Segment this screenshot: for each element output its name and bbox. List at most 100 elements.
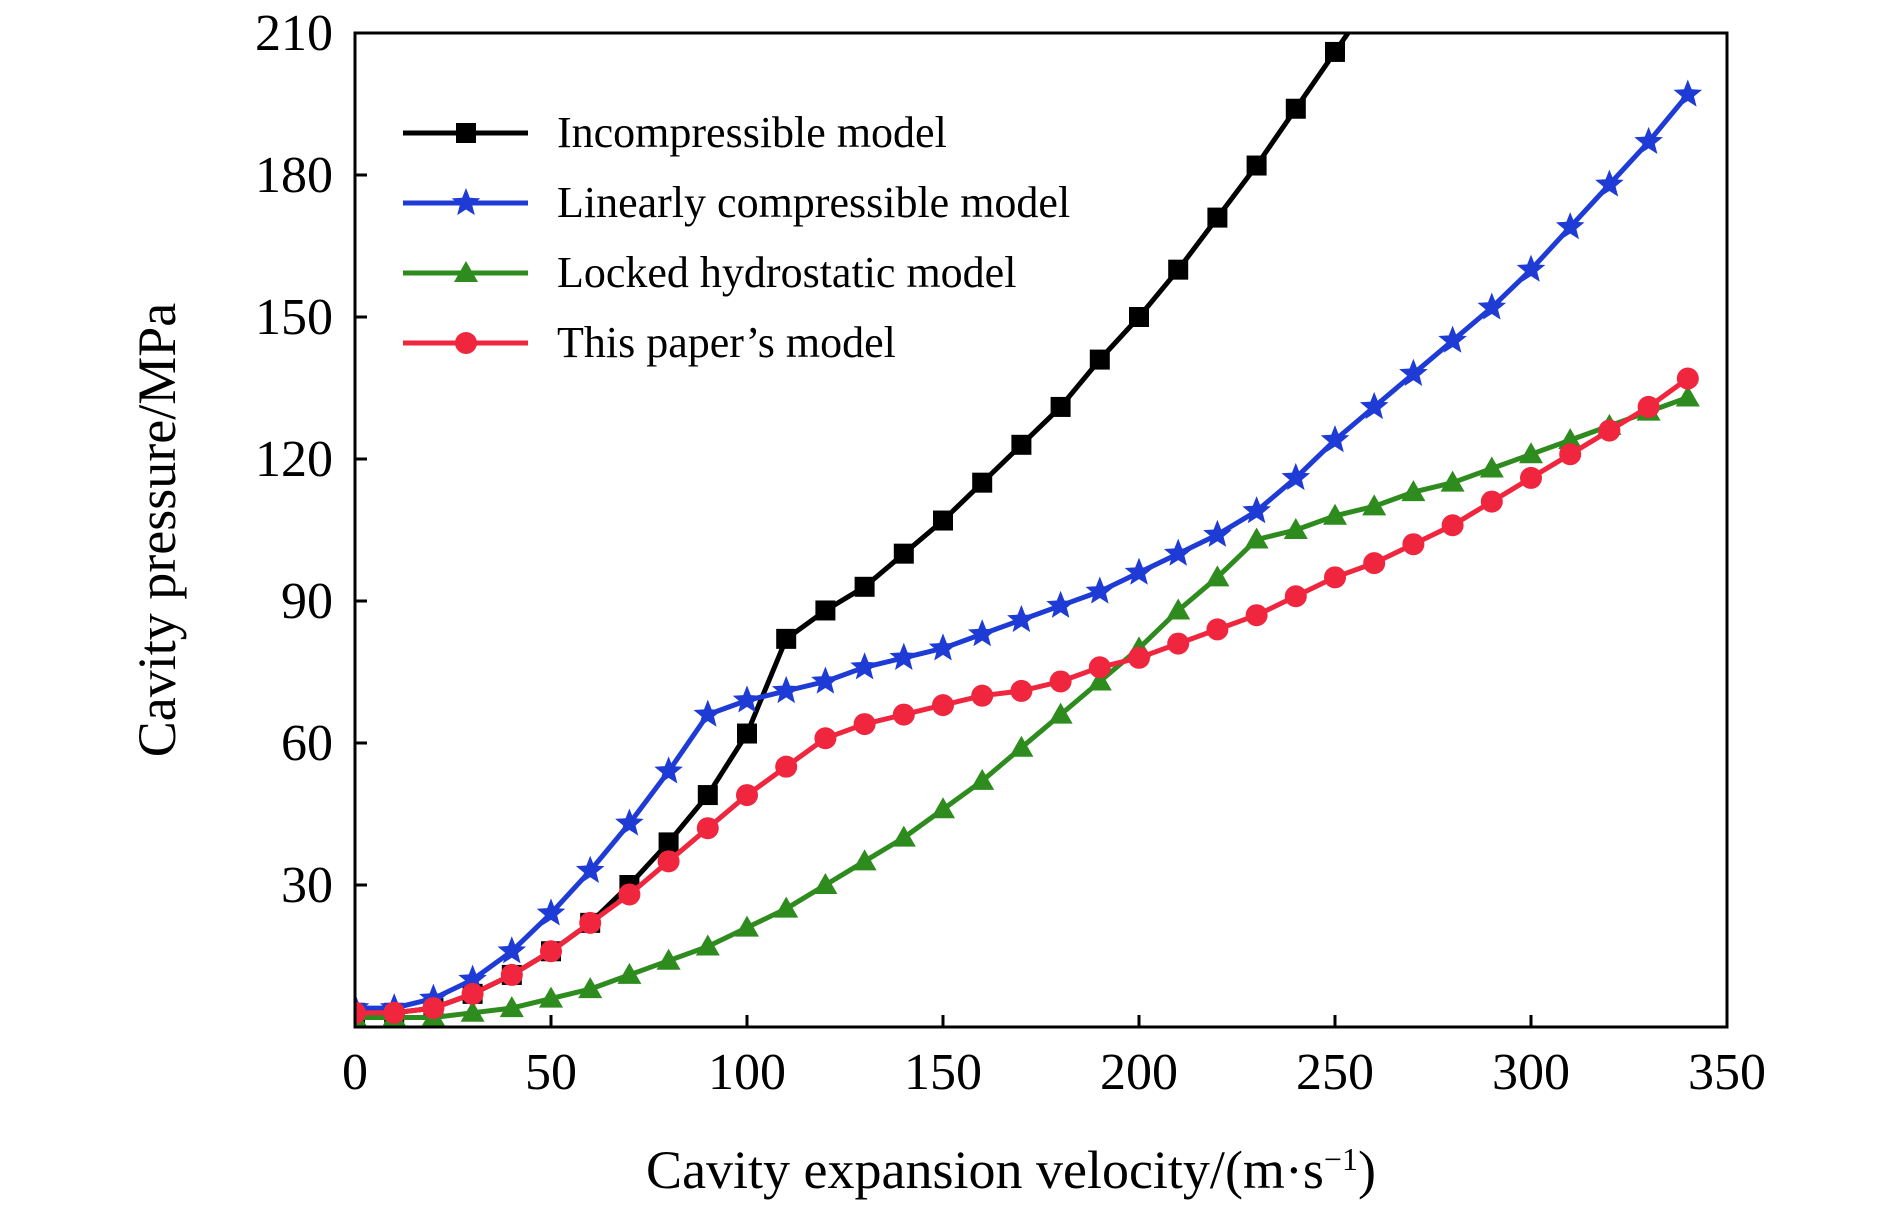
data-point-star xyxy=(1281,462,1311,491)
data-point-star xyxy=(850,652,879,680)
data-point-triangle xyxy=(499,996,524,1018)
data-point-triangle xyxy=(1323,503,1347,525)
x-axis-title-superscript: −1 xyxy=(1324,1141,1358,1177)
data-point-star xyxy=(1595,169,1624,197)
data-point-star xyxy=(575,855,605,883)
data-point-circle xyxy=(1637,395,1660,418)
data-point-triangle xyxy=(891,825,916,847)
series-line-triangle xyxy=(355,395,1689,1020)
legend-swatch-marker xyxy=(456,123,476,143)
data-point-circle xyxy=(1245,604,1268,627)
data-point-triangle xyxy=(852,849,877,871)
data-point-circle xyxy=(1324,566,1346,589)
data-point-circle xyxy=(1559,443,1582,466)
data-point-circle xyxy=(814,727,837,750)
data-point-circle xyxy=(1088,656,1111,679)
y-tick-label: 60 xyxy=(281,715,333,772)
legend-label: This paper’s model xyxy=(557,318,896,367)
data-point-star xyxy=(771,675,801,704)
data-point-square xyxy=(1207,207,1228,228)
data-point-star xyxy=(928,633,958,661)
data-point-circle xyxy=(657,850,680,873)
data-point-circle xyxy=(1676,367,1699,390)
y-tick-label: 180 xyxy=(255,147,333,204)
data-point-star xyxy=(1007,604,1036,633)
data-point-triangle xyxy=(695,934,720,956)
x-tick-label: 0 xyxy=(342,1044,368,1101)
data-point-triangle xyxy=(1205,565,1230,587)
data-point-square xyxy=(1246,155,1267,176)
data-point-square xyxy=(1364,0,1384,5)
data-point-triangle xyxy=(578,977,603,999)
data-point-circle xyxy=(1363,552,1386,575)
data-point-circle xyxy=(1480,490,1503,513)
data-point-circle xyxy=(1441,514,1464,537)
x-tick-label: 200 xyxy=(1100,1044,1178,1101)
data-point-triangle xyxy=(970,768,995,790)
data-point-circle xyxy=(696,817,719,840)
data-point-star xyxy=(497,936,527,964)
data-point-circle xyxy=(892,703,915,726)
data-point-triangle xyxy=(1048,702,1073,724)
data-point-star xyxy=(615,808,644,836)
data-point-circle xyxy=(1049,670,1072,693)
legend-swatch-marker xyxy=(451,188,481,216)
data-point-star xyxy=(1046,590,1075,618)
data-point-star xyxy=(1359,391,1389,420)
data-point-triangle xyxy=(735,915,759,937)
data-point-square xyxy=(893,543,914,564)
data-point-star xyxy=(889,642,919,670)
data-point-triangle xyxy=(1244,527,1269,549)
data-point-triangle xyxy=(774,896,799,918)
data-point-square xyxy=(933,510,953,531)
data-point-triangle xyxy=(1558,428,1583,450)
data-point-triangle xyxy=(1362,494,1387,516)
legend-item-circle: This paper’s model xyxy=(403,318,896,367)
series-layer xyxy=(355,0,1703,1027)
legend-label: Incompressible model xyxy=(557,108,947,157)
data-point-triangle xyxy=(539,986,563,1008)
data-point-circle xyxy=(1010,679,1033,702)
data-point-triangle xyxy=(656,948,681,970)
data-point-square xyxy=(815,600,836,621)
data-point-square xyxy=(1011,434,1032,455)
y-tick-label: 210 xyxy=(255,5,333,62)
data-point-circle xyxy=(500,963,523,986)
data-point-triangle xyxy=(1087,669,1112,691)
data-point-square xyxy=(1325,41,1345,62)
data-point-triangle xyxy=(1519,442,1543,464)
data-point-circle xyxy=(971,684,994,707)
data-point-star xyxy=(1124,557,1154,585)
y-tick-label: 90 xyxy=(281,573,333,630)
legend-swatch-marker xyxy=(455,332,477,354)
data-point-star xyxy=(1438,325,1467,353)
data-point-star xyxy=(693,699,723,727)
data-point-triangle xyxy=(1401,480,1426,502)
data-point-square xyxy=(972,472,993,493)
data-point-triangle xyxy=(1479,456,1504,478)
data-point-circle xyxy=(422,997,445,1020)
data-point-square xyxy=(737,723,757,744)
data-point-star xyxy=(1203,519,1232,547)
data-point-star xyxy=(1163,538,1193,566)
data-point-circle xyxy=(461,982,484,1005)
data-point-circle xyxy=(1128,646,1150,669)
legend-item-triangle: Locked hydrostatic model xyxy=(403,248,1016,297)
data-point-triangle xyxy=(1440,470,1465,492)
y-tick-label: 30 xyxy=(281,857,333,914)
data-point-star xyxy=(732,685,762,713)
ticks-layer: 0 50 100 150 200 250 300 350 30 60 90 120 150 180 210 xyxy=(255,5,1766,1101)
x-tick-label: 50 xyxy=(525,1044,577,1101)
data-point-star xyxy=(811,666,840,694)
x-axis-title: Cavity expansion velocity/(m·s−1) xyxy=(646,1140,1376,1200)
data-point-circle xyxy=(579,911,602,934)
data-point-star xyxy=(1242,496,1271,524)
legend: Incompressible model Linearly compressibl… xyxy=(403,108,1070,367)
data-point-square xyxy=(1285,98,1306,119)
data-point-circle xyxy=(736,784,758,807)
data-point-square xyxy=(1129,307,1149,327)
series-triangle xyxy=(355,385,1700,1027)
y-axis-title: Cavity pressure/MPa xyxy=(127,303,187,757)
data-point-star xyxy=(1516,254,1546,282)
